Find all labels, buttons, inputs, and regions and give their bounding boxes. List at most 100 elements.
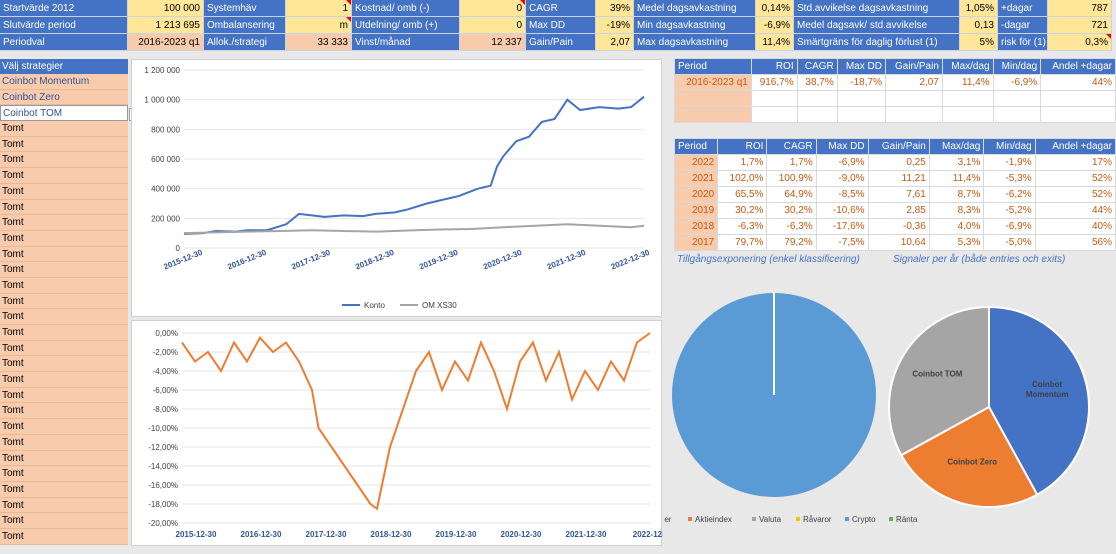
sidebar-item[interactable]: Tomt — [0, 309, 128, 325]
header-value[interactable]: 1,05% — [960, 0, 998, 17]
x-tick-label: 2017-12-30 — [306, 530, 347, 539]
header-value[interactable]: 100 000 — [128, 0, 204, 17]
sidebar-item[interactable]: Tomt — [0, 497, 128, 514]
table-cell: -1,9% — [983, 154, 1036, 171]
legend-label: Ränta — [896, 515, 918, 524]
sidebar-item[interactable]: Tomt — [0, 528, 128, 545]
header-value[interactable]: 0,14% — [756, 0, 794, 17]
header-label: Utdelning/ omb (+) — [352, 17, 460, 34]
legend-label: Aktier — [664, 515, 672, 524]
table-cell: -6,9% — [815, 154, 869, 171]
sidebar-item[interactable]: Tomt — [0, 277, 128, 294]
y-tick-label: -4,00% — [153, 367, 178, 376]
yearly-table: Period ROI CAGR Max DD Gain/Pain Max/dag Min/d… — [673, 138, 1116, 251]
header-value[interactable]: 0,13 — [960, 17, 998, 34]
sidebar-item[interactable]: Tomt — [0, 450, 128, 467]
table-row: 2021 102,0% 100,9% -9,0% 11,21 11,4% -5,3% 52% — [673, 170, 1116, 187]
sidebar-item[interactable]: Tomt — [0, 293, 128, 310]
sidebar-item[interactable]: Tomt — [0, 168, 128, 184]
table-cell: 102,0% — [717, 170, 768, 187]
sidebar-item[interactable]: Tomt — [0, 481, 128, 498]
table-row: 2018 -6,3% -6,3% -17,6% -0,36 4,0% -6,9% 40% — [673, 218, 1116, 235]
table-cell — [884, 106, 943, 123]
x-tick-label: 2020-12-30 — [501, 530, 542, 539]
table-cell: -6,9% — [992, 74, 1042, 91]
legend-swatch — [752, 517, 756, 521]
sidebar-item[interactable]: Tomt — [0, 419, 128, 435]
header-value[interactable]: 12 337 — [460, 34, 526, 51]
sidebar-item[interactable]: Tomt — [0, 230, 128, 247]
sidebar-item[interactable]: Tomt — [0, 356, 128, 373]
header-label: Min dagsavkastning — [634, 17, 756, 34]
header-value[interactable]: 787 — [1048, 0, 1112, 17]
table-cell: 30,2% — [766, 202, 817, 219]
sidebar-item[interactable]: Tomt — [0, 434, 128, 451]
sidebar-item[interactable]: Tomt — [0, 246, 128, 263]
x-tick-label: 2016-12-30 — [241, 530, 282, 539]
sidebar-item[interactable]: Tomt — [0, 215, 128, 231]
header-value[interactable]: 11,4% — [756, 34, 794, 51]
y-tick-label: -10,00% — [148, 424, 178, 433]
y-tick-label: 1 200 000 — [144, 66, 180, 75]
x-tick-label: 2021-12-30 — [546, 248, 588, 272]
sidebar-item[interactable]: Tomt — [0, 403, 128, 420]
table-cell: 2018 — [673, 218, 719, 235]
sidebar-item[interactable]: Tomt — [0, 466, 128, 482]
y-tick-label: -2,00% — [153, 348, 178, 357]
sidebar-item[interactable]: Tomt — [0, 262, 128, 278]
header-value[interactable]: 0 — [460, 0, 526, 17]
sidebar-item[interactable]: Tomt — [0, 136, 128, 153]
sidebar-item[interactable]: Tomt — [0, 340, 128, 357]
header-value[interactable]: 721 — [1048, 17, 1112, 34]
table-cell: 8,7% — [928, 186, 985, 203]
legend-label: Konto — [364, 301, 385, 310]
header-value[interactable]: 2016-2023 q1 — [128, 34, 204, 51]
sidebar-item[interactable]: Coinbot Momentum — [0, 74, 128, 90]
header-value[interactable]: m — [286, 17, 352, 34]
sidebar-item[interactable]: Tomt — [0, 121, 128, 137]
header-value[interactable]: 1 — [286, 0, 352, 17]
table-cell — [1040, 90, 1116, 107]
header-label: Std.avvikelse dagsavkastning — [794, 0, 960, 17]
sidebar-item[interactable]: Tomt — [0, 325, 128, 341]
table-cell: 2019 — [673, 202, 719, 219]
sidebar-item[interactable]: Coinbot TOM — [0, 105, 128, 122]
header-value[interactable]: 5% — [960, 34, 998, 51]
header-value[interactable]: 2,07 — [596, 34, 634, 51]
header-label: Medel dagsavk/ std.avvikelse — [794, 17, 960, 34]
table-cell — [992, 90, 1042, 107]
sidebar-item[interactable]: Tomt — [0, 183, 128, 200]
header-value[interactable]: 1 213 695 — [128, 17, 204, 34]
sidebar-item[interactable]: Tomt — [0, 513, 128, 529]
header-value[interactable]: -6,9% — [756, 17, 794, 34]
table-cell: 79,7% — [717, 234, 768, 251]
table-header-cell: Max DD — [815, 138, 869, 155]
sidebar-item[interactable]: Tomt — [0, 199, 128, 216]
header-value[interactable]: 39% — [596, 0, 634, 17]
y-tick-label: -14,00% — [148, 462, 178, 471]
table-header-cell: Min/dag — [992, 58, 1042, 75]
sidebar-item[interactable]: Tomt — [0, 387, 128, 404]
y-tick-label: 600 000 — [151, 155, 180, 164]
table-cell — [941, 90, 994, 107]
table-cell — [674, 106, 752, 123]
y-tick-label: -18,00% — [148, 500, 178, 509]
table-cell: -8,5% — [815, 186, 869, 203]
exposure-caption: Tillgångsexponering (enkel klassificerin… — [677, 254, 860, 265]
table-header-cell: CAGR — [766, 138, 817, 155]
header-label: Smärtgräns för daglig förlust (1) — [794, 34, 960, 51]
x-tick-label: 2019-12-30 — [418, 248, 460, 272]
header-label: Ombalansering — [204, 17, 286, 34]
legend-swatch — [889, 517, 893, 521]
header-label: +dagar — [998, 0, 1048, 17]
table-cell — [992, 106, 1042, 123]
table-cell: 44% — [1034, 202, 1116, 219]
sidebar-item[interactable]: Tomt — [0, 372, 128, 388]
sidebar-item[interactable]: Tomt — [0, 152, 128, 169]
header-value[interactable]: 0 — [460, 17, 526, 34]
table-cell: 79,2% — [766, 234, 817, 251]
header-value[interactable]: -19% — [596, 17, 634, 34]
header-value[interactable]: 0,3% — [1048, 34, 1112, 51]
sidebar-item[interactable]: Coinbot Zero — [0, 89, 128, 106]
header-value[interactable]: 33 333 — [286, 34, 352, 51]
